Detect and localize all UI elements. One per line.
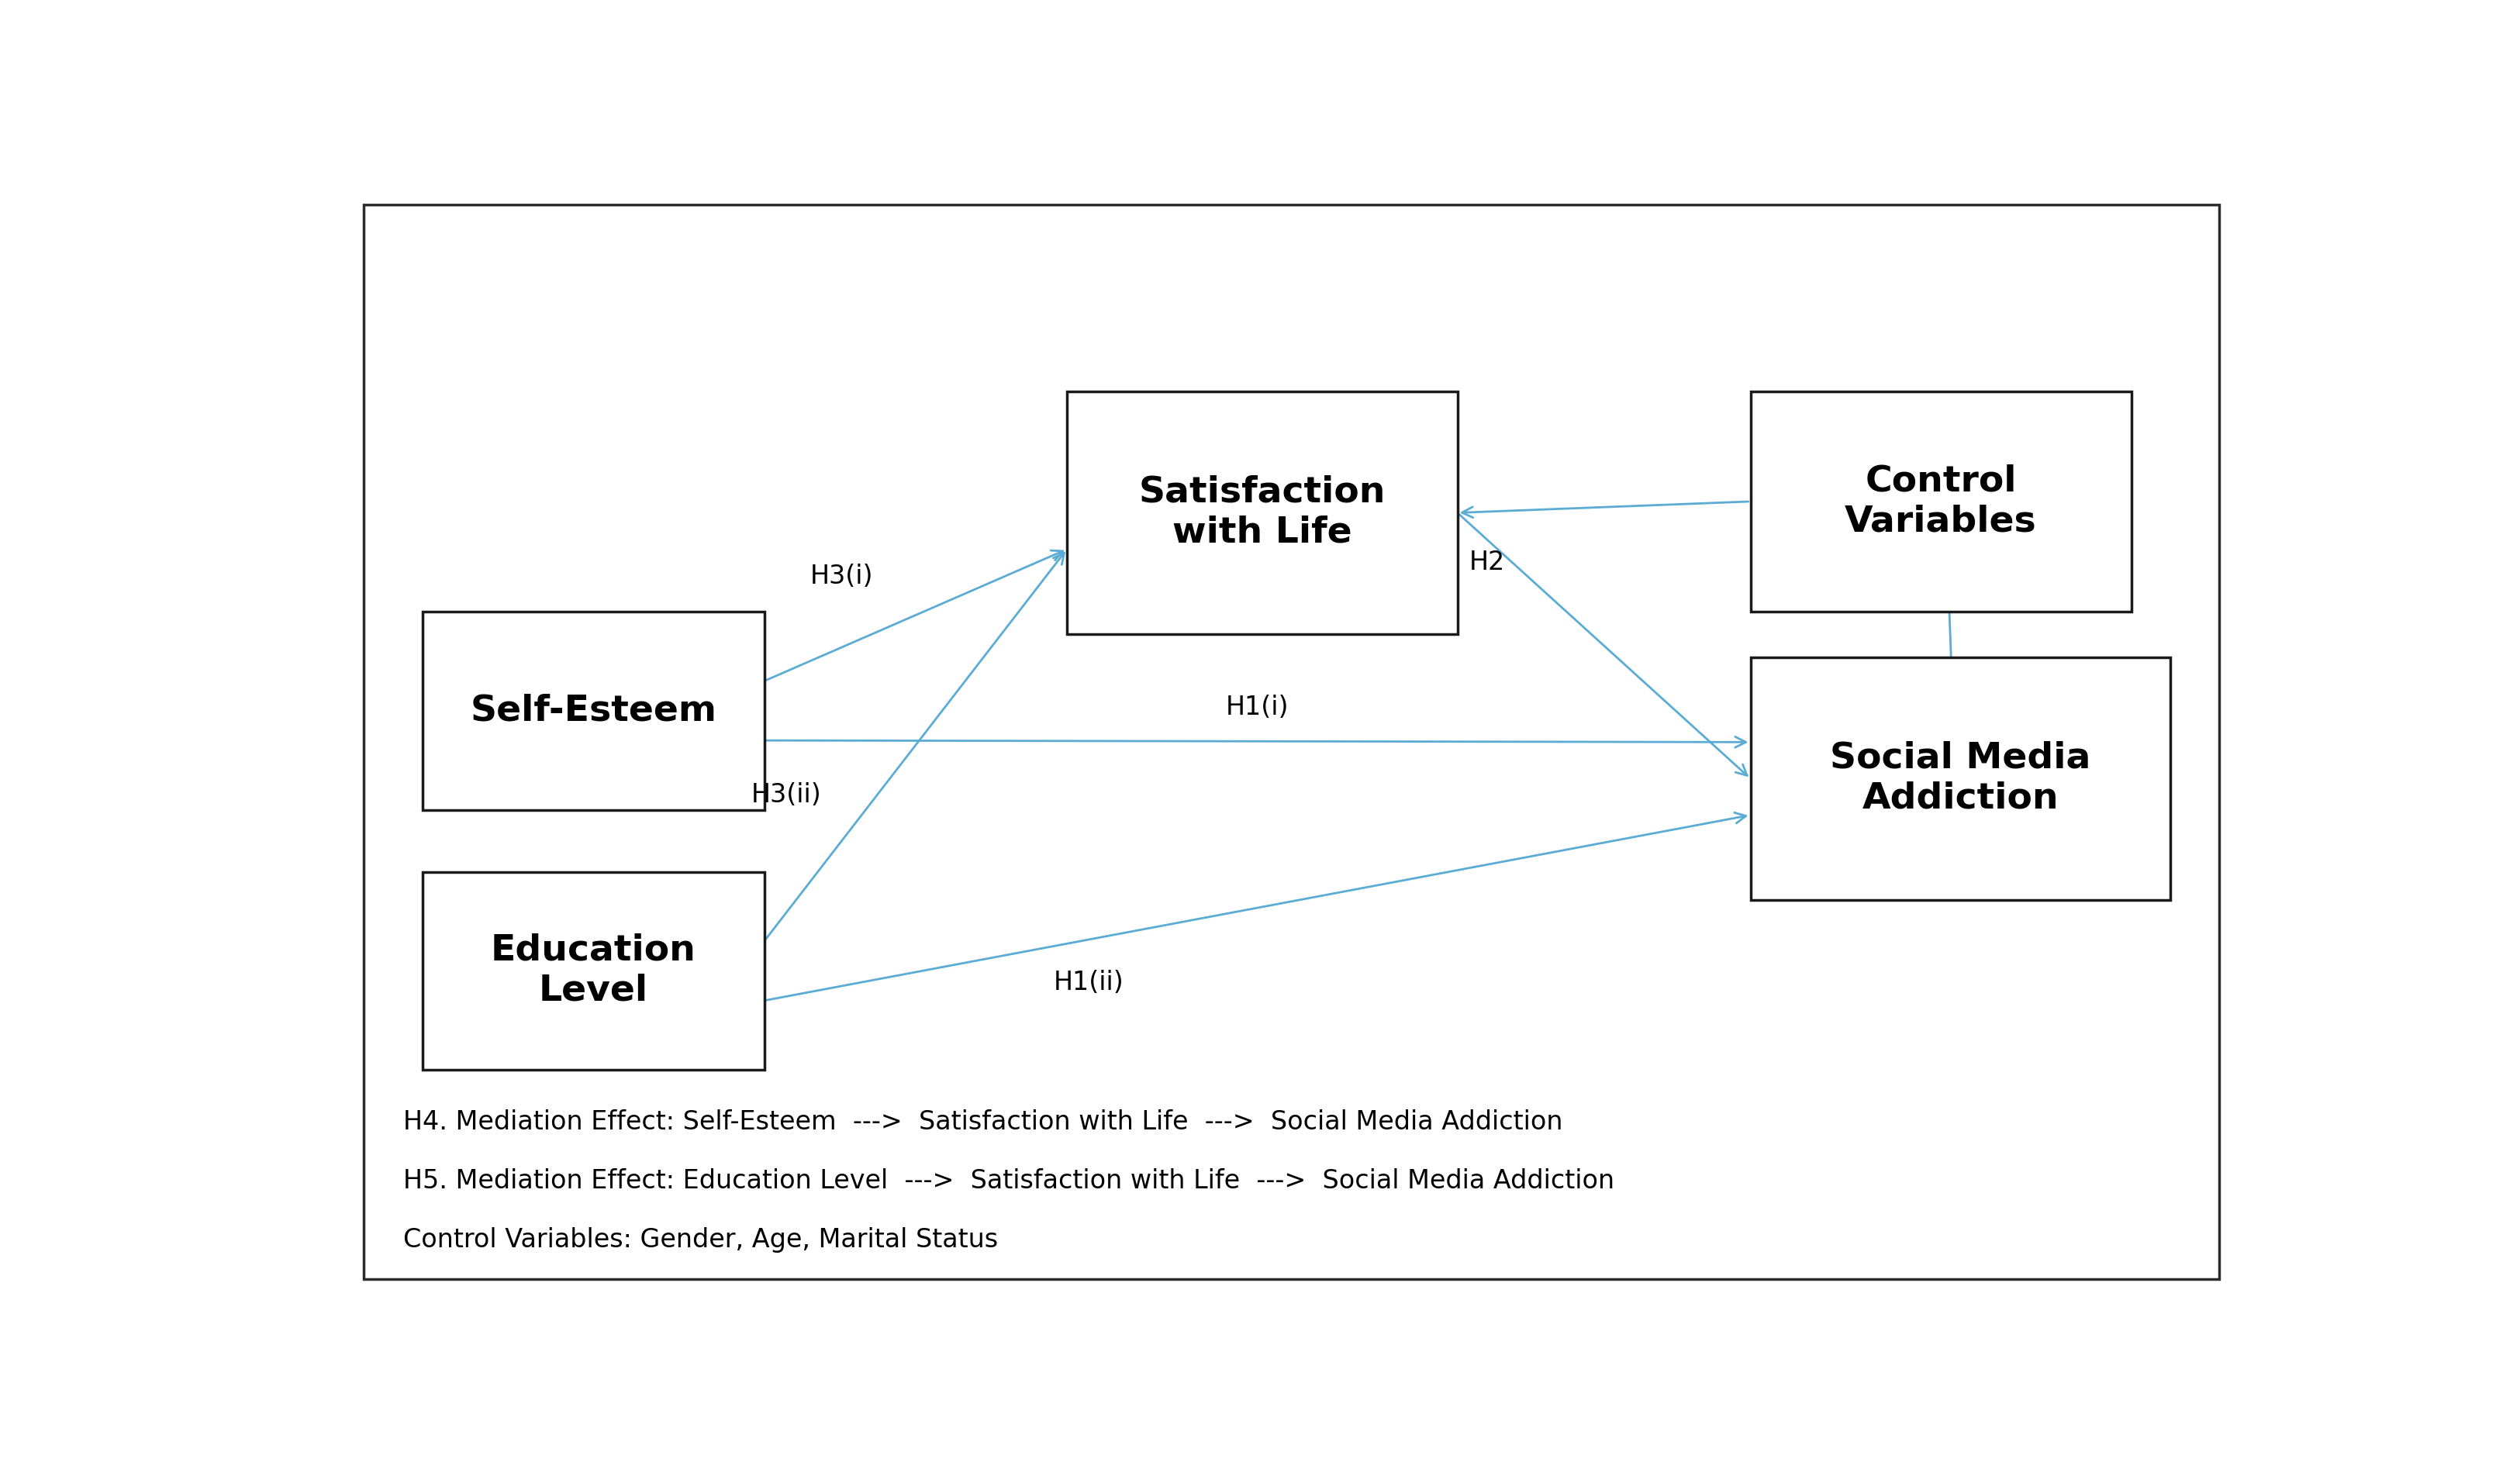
Text: Education
Level: Education Level: [491, 933, 696, 1009]
Text: H3(ii): H3(ii): [751, 783, 822, 808]
FancyBboxPatch shape: [423, 611, 764, 809]
Text: H1(i): H1(i): [1225, 695, 1288, 720]
Text: Control Variables: Gender, Age, Marital Status: Control Variables: Gender, Age, Marital …: [403, 1227, 998, 1253]
Text: H1(ii): H1(ii): [1053, 970, 1124, 996]
Text: Control
Variables: Control Variables: [1845, 464, 2036, 539]
FancyBboxPatch shape: [1751, 657, 2170, 900]
Text: Satisfaction
with Life: Satisfaction with Life: [1139, 474, 1386, 551]
Text: H2: H2: [1469, 549, 1504, 576]
FancyBboxPatch shape: [1066, 391, 1457, 635]
Text: Social Media
Addiction: Social Media Addiction: [1830, 740, 2092, 817]
FancyBboxPatch shape: [423, 873, 764, 1069]
Text: Self-Esteem: Self-Esteem: [471, 693, 716, 729]
FancyBboxPatch shape: [1751, 391, 2132, 611]
Text: H5. Mediation Effect: Education Level  --->  Satisfaction with Life  --->  Socia: H5. Mediation Effect: Education Level --…: [403, 1168, 1615, 1194]
Text: H3(i): H3(i): [811, 564, 874, 589]
Text: H4. Mediation Effect: Self-Esteem  --->  Satisfaction with Life  --->  Social Me: H4. Mediation Effect: Self-Esteem ---> S…: [403, 1109, 1562, 1136]
